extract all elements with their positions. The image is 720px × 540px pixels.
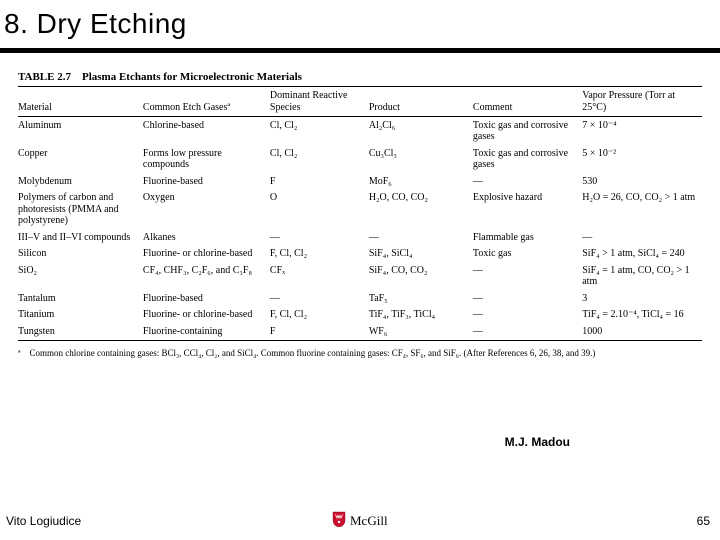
col-product: Product	[369, 87, 473, 117]
slide: 8. Dry Etching TABLE 2.7 Plasma Etchants…	[0, 0, 720, 540]
mcgill-logo: McGill	[332, 511, 388, 530]
table-row: AluminumChlorine-basedCl, Cl₂Al₂Cl₆Toxic…	[18, 117, 702, 146]
col-comment: Comment	[473, 87, 582, 117]
table-row: SiliconFluorine- or chlorine-basedF, Cl,…	[18, 246, 702, 263]
table-row: TungstenFluorine-containingFWF₆—1000	[18, 323, 702, 340]
table-row: Polymers of carbon and photoresists (PMM…	[18, 190, 702, 230]
table-row: TitaniumFluorine- or chlorine-basedF, Cl…	[18, 307, 702, 324]
table-row: SiO₂CF₄, CHF₃, C₂F₆, and C₃F₈CFₓSiF₄, CO…	[18, 262, 702, 290]
table-footnote: ª Common chlorine containing gases: BCl₃…	[0, 345, 720, 358]
table-container: TABLE 2.7 Plasma Etchants for Microelect…	[0, 53, 720, 345]
table-row: III–V and II–VI compoundsAlkanes——Flamma…	[18, 229, 702, 246]
col-gases: Common Etch Gasesª	[143, 87, 270, 117]
slide-author: Vito Logiudice	[6, 514, 81, 528]
col-material: Material	[18, 87, 143, 117]
col-vapor-pressure: Vapor Pressure (Torr at 25°C)	[582, 87, 702, 117]
table-row: TantalumFluorine-based—TaF₅—3	[18, 290, 702, 307]
table-body: AluminumChlorine-basedCl, Cl₂Al₂Cl₆Toxic…	[18, 117, 702, 341]
table-row: CopperForms low pressure compoundsCl, Cl…	[18, 145, 702, 173]
source-credit: M.J. Madou	[505, 435, 570, 449]
logo-text: McGill	[350, 513, 388, 529]
page-title: 8. Dry Etching	[0, 0, 720, 48]
table-row: MolybdenumFluorine-basedFMoF₆—530	[18, 173, 702, 190]
page-number: 65	[697, 514, 710, 528]
shield-icon	[332, 511, 346, 530]
etchants-table: Material Common Etch Gasesª Dominant Rea…	[18, 86, 702, 341]
table-caption: TABLE 2.7 Plasma Etchants for Microelect…	[18, 71, 702, 83]
col-species: Dominant Reactive Species	[270, 87, 369, 117]
table-header-row: Material Common Etch Gasesª Dominant Rea…	[18, 87, 702, 117]
